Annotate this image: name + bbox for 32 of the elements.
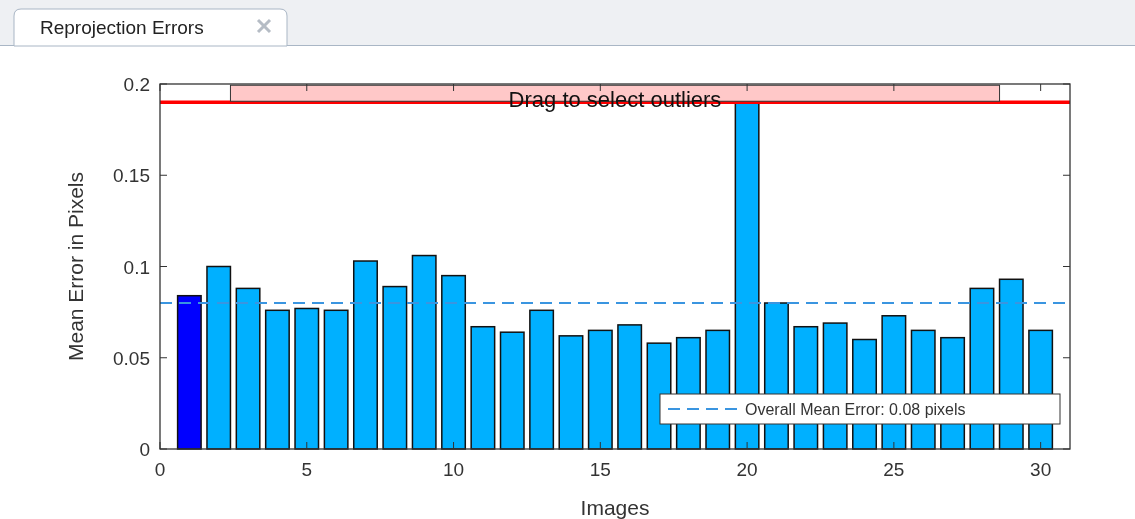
y-tick-label: 0 [139,439,150,460]
x-tick-label: 0 [154,459,166,480]
bar [617,324,643,450]
x-tick-label: 5 [301,459,313,480]
y-tick-label: 0.2 [123,74,150,95]
y-tick-label: 0.15 [113,165,150,187]
x-tick-label: 15 [589,459,611,480]
chart-title: Reprojection Errors [40,17,204,38]
x-axis-title: Images [580,496,650,519]
bar [323,309,349,450]
x-tick-label: 25 [883,459,905,480]
bar [558,335,584,450]
bar [235,287,261,450]
bar [206,265,232,450]
bar [529,309,555,450]
bar [470,325,496,450]
bar [441,274,467,450]
x-tick-label: 20 [736,459,758,480]
bar [382,285,408,450]
bar [264,309,290,450]
y-tick-label: 0.1 [123,256,150,278]
y-tick-label: 0.05 [113,347,150,369]
bar [411,254,437,450]
x-tick-label: 30 [1030,459,1052,480]
bar [499,331,525,450]
legend-label: Overall Mean Error: 0.08 pixels [745,401,966,418]
x-tick-label: 10 [442,459,465,480]
bar [176,294,202,450]
bar [352,260,378,450]
y-axis-title: Mean Error in Pixels [64,171,87,362]
bar [587,329,613,450]
bar [294,307,320,450]
